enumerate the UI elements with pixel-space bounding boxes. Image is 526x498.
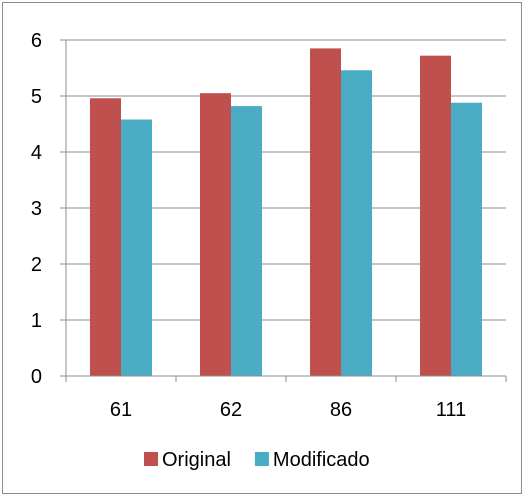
y-tick-label: 6 — [31, 30, 42, 52]
legend: Original Modificado — [144, 449, 370, 471]
legend-swatch-original — [144, 452, 158, 466]
y-tick-label: 0 — [31, 366, 42, 388]
legend-label-modificado: Modificado — [273, 449, 370, 471]
bar-modificado-61 — [121, 120, 152, 376]
y-axis-ticks: 0 1 2 3 4 5 6 — [31, 30, 66, 388]
y-tick-label: 4 — [31, 142, 42, 164]
bar-original-86 — [310, 48, 341, 376]
bar-original-62 — [200, 93, 231, 376]
x-tick-label: 62 — [220, 399, 242, 421]
x-axis-ticks: 61 62 86 111 — [66, 376, 506, 421]
bar-original-111 — [420, 56, 451, 376]
y-tick-label: 5 — [31, 86, 42, 108]
bars — [90, 48, 482, 376]
bar-modificado-86 — [341, 70, 372, 376]
x-tick-label: 111 — [436, 399, 466, 421]
x-tick-label: 86 — [330, 399, 352, 421]
legend-swatch-modificado — [255, 452, 269, 466]
bar-modificado-62 — [231, 106, 262, 376]
y-tick-label: 3 — [31, 198, 42, 220]
y-tick-label: 2 — [31, 254, 42, 276]
bar-modificado-111 — [451, 103, 482, 376]
bar-original-61 — [90, 98, 121, 376]
legend-label-original: Original — [162, 449, 231, 471]
y-tick-label: 1 — [31, 310, 42, 332]
x-tick-label: 61 — [110, 399, 132, 421]
